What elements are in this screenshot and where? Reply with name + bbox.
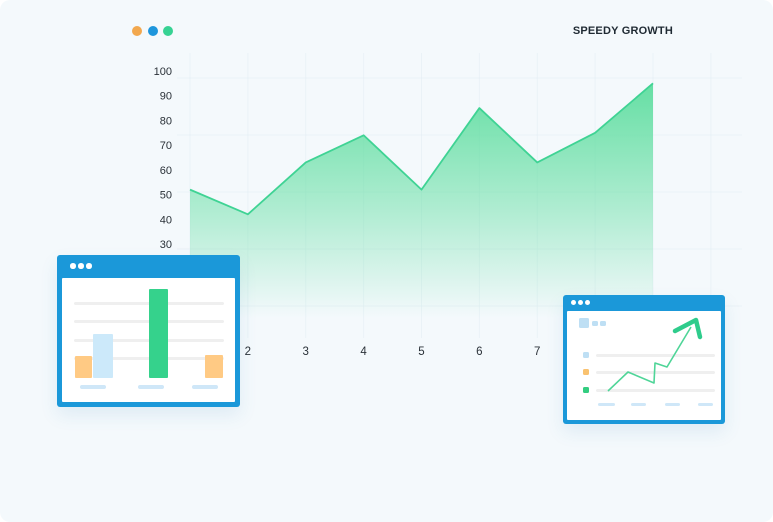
orange-dot-icon (132, 26, 142, 36)
green-dot-icon (163, 26, 173, 36)
browser-window-line-chart (563, 295, 725, 424)
browser-window-bar-chart (57, 255, 240, 407)
window-content (567, 311, 721, 420)
mini-bar-axis-dash (138, 385, 164, 389)
y-tick-label: 80 (160, 115, 172, 127)
window-header-square (600, 321, 606, 326)
x-tick-label: 5 (418, 346, 424, 358)
window-dot-icon (70, 263, 76, 269)
window-dots (571, 300, 590, 305)
legend-square (583, 387, 589, 393)
y-tick-label: 50 (160, 190, 172, 202)
window-dots (70, 263, 92, 269)
mini-bar (93, 333, 113, 378)
mini-bar-plot (57, 255, 240, 407)
x-tick-label: 3 (303, 346, 309, 358)
mini-bar-axis-dash (192, 385, 218, 389)
window-dot-icon (86, 263, 92, 269)
y-tick-label: 90 (160, 91, 172, 103)
window-dot-icon (571, 300, 576, 305)
window-header-square (592, 321, 598, 326)
mini-line-axis-dash (665, 403, 680, 406)
mini-line-gridline (596, 354, 715, 357)
y-tick-label: 60 (160, 165, 172, 177)
legend-square (583, 352, 589, 358)
x-tick-label: 2 (245, 346, 251, 358)
mini-bar-axis-dash (80, 385, 106, 389)
trend-line-chart (607, 317, 703, 392)
x-tick-label: 7 (534, 346, 540, 358)
window-header-square (579, 318, 589, 328)
legend-square (583, 369, 589, 375)
chart-title: SPEEDY GROWTH (572, 25, 673, 37)
up-arrow-icon (672, 317, 703, 340)
y-tick-label: 100 (154, 66, 172, 78)
mini-line-gridline (596, 389, 715, 392)
window-dot-icon (585, 300, 590, 305)
mini-line-gridline (596, 371, 715, 374)
mini-bar (205, 354, 223, 378)
y-tick-label: 70 (160, 140, 172, 152)
decorative-window-dots (132, 26, 173, 36)
y-tick-label: 40 (160, 214, 172, 226)
window-dot-icon (578, 300, 583, 305)
mini-bar (75, 355, 92, 378)
mini-line-axis-dash (598, 403, 615, 406)
window-dot-icon (78, 263, 84, 269)
blue-dot-icon (147, 26, 158, 36)
mini-line-plot (563, 295, 725, 424)
mini-line-axis-dash (631, 403, 646, 406)
y-tick-label: 30 (160, 239, 172, 251)
x-tick-label: 6 (476, 346, 482, 358)
x-tick-label: 4 (360, 346, 367, 358)
mini-bar (149, 289, 168, 378)
mini-line-axis-dash (698, 403, 713, 406)
